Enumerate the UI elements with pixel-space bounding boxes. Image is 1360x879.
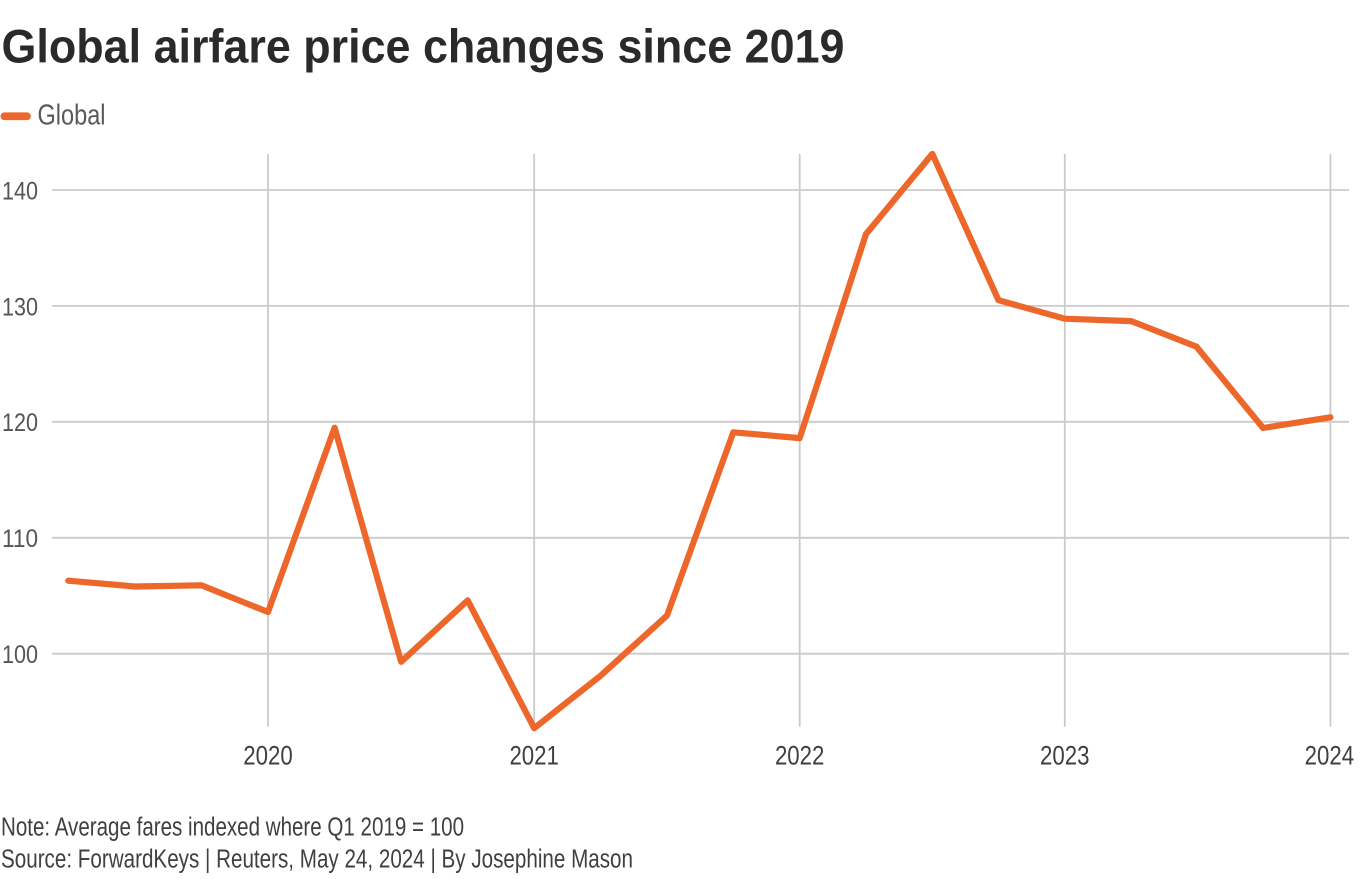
svg-text:110: 110 xyxy=(2,525,38,553)
svg-text:Global: Global xyxy=(38,100,106,132)
svg-text:Note: Average fares indexed wh: Note: Average fares indexed where Q1 201… xyxy=(1,814,464,842)
svg-text:130: 130 xyxy=(2,293,38,321)
svg-text:120: 120 xyxy=(2,409,38,437)
svg-text:100: 100 xyxy=(2,641,38,669)
svg-text:Source: ForwardKeys | Reuters,: Source: ForwardKeys | Reuters, May 24, 2… xyxy=(1,846,633,874)
svg-text:2022: 2022 xyxy=(775,741,825,771)
svg-text:2024: 2024 xyxy=(1305,741,1355,771)
svg-text:2020: 2020 xyxy=(243,741,293,771)
svg-text:2021: 2021 xyxy=(509,741,559,771)
svg-text:2023: 2023 xyxy=(1040,741,1090,771)
svg-text:Global airfare price changes s: Global airfare price changes since 2019 xyxy=(2,20,845,73)
svg-text:140: 140 xyxy=(2,177,38,205)
